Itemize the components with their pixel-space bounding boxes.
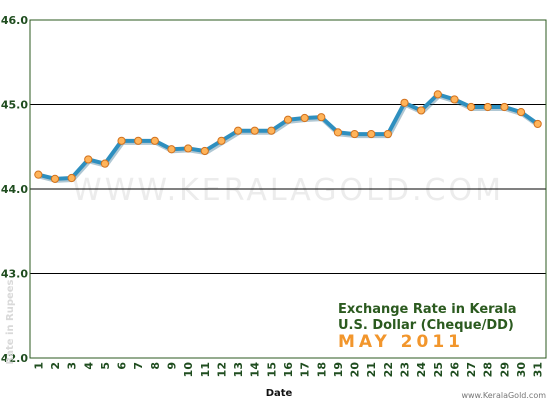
- watermark: WWW.KERALAGOLD.COM: [72, 173, 504, 208]
- data-point: [34, 170, 43, 179]
- x-tick-label: 3: [66, 362, 79, 370]
- data-point: [333, 128, 343, 137]
- data-point: [267, 126, 276, 135]
- x-tick-label: 1: [32, 362, 45, 370]
- data-point: [233, 126, 243, 135]
- chart-title: Exchange Rate in Kerala: [338, 302, 517, 317]
- data-point: [483, 102, 492, 112]
- x-tick-label: 25: [432, 362, 445, 377]
- data-point: [400, 98, 409, 107]
- x-tick-label: 19: [332, 362, 345, 377]
- x-tick-label: 30: [515, 362, 528, 378]
- data-point: [533, 119, 542, 129]
- chart-period: MAY 2011: [338, 332, 464, 352]
- data-point: [300, 113, 309, 123]
- data-point: [516, 108, 526, 117]
- data-point: [67, 173, 76, 183]
- x-tick-label: 28: [482, 362, 495, 377]
- x-tick-label: 11: [199, 362, 212, 377]
- x-tick-label: 24: [415, 362, 428, 378]
- data-point: [350, 129, 359, 139]
- x-tick-label: 4: [82, 362, 95, 370]
- y-tick-label: 45.0: [1, 99, 28, 112]
- x-tick-label: 15: [265, 362, 278, 377]
- data-point: [283, 115, 293, 124]
- x-axis-label: Date: [266, 388, 293, 399]
- chart-subtitle: U.S. Dollar (Cheque/DD): [338, 318, 514, 333]
- source-credit: www.KeralaGold.com: [461, 391, 546, 400]
- x-tick-label: 5: [99, 362, 112, 370]
- data-point: [184, 144, 193, 153]
- series-line-shadow: [38, 93, 541, 183]
- data-point: [117, 136, 126, 145]
- x-tick-label: 12: [215, 362, 228, 377]
- x-tick-label: 21: [365, 362, 378, 377]
- data-point: [317, 113, 326, 122]
- x-tick-label: 7: [132, 362, 145, 370]
- x-tick-label: 10: [182, 362, 195, 378]
- x-tick-label: 16: [282, 362, 295, 378]
- x-tick-label: 22: [382, 362, 395, 377]
- y-axis-label: Rate in Rupees: [5, 279, 16, 364]
- x-tick-label: 18: [315, 362, 328, 377]
- data-point: [500, 102, 509, 112]
- x-tick-label: 14: [249, 362, 262, 378]
- plot-frame: [29, 19, 547, 359]
- data-point: [383, 129, 392, 139]
- data-point: [100, 159, 110, 168]
- x-tick-label: 2: [49, 362, 62, 370]
- x-tick-label: 20: [349, 362, 362, 378]
- y-tick-label: 46.0: [1, 14, 28, 27]
- x-tick-label: 27: [465, 362, 478, 377]
- x-tick-label: 29: [498, 362, 511, 377]
- data-point: [167, 145, 176, 154]
- x-tick-label: 17: [299, 362, 312, 377]
- data-point: [433, 90, 442, 99]
- x-tick-label: 8: [149, 362, 162, 370]
- x-tick-label: 13: [232, 362, 245, 377]
- data-point: [367, 129, 376, 139]
- x-tick-label: 6: [116, 362, 129, 370]
- data-point: [217, 136, 226, 145]
- x-tick-label: 26: [448, 362, 461, 378]
- data-point: [466, 102, 476, 112]
- data-point: [50, 174, 60, 183]
- y-tick-label: 42.0: [1, 352, 28, 365]
- data-point: [200, 146, 209, 156]
- data-point: [417, 106, 426, 115]
- x-tick-label: 9: [165, 362, 178, 370]
- data-point: [450, 95, 459, 104]
- x-tick-label: 31: [532, 362, 545, 377]
- y-tick-label: 44.0: [1, 183, 28, 196]
- data-point: [250, 126, 259, 135]
- series-line: [37, 92, 539, 181]
- data-point: [134, 136, 143, 145]
- data-point: [150, 136, 159, 145]
- y-tick-label: 43.0: [1, 268, 28, 281]
- x-tick-label: 23: [399, 362, 412, 377]
- data-point: [84, 155, 93, 164]
